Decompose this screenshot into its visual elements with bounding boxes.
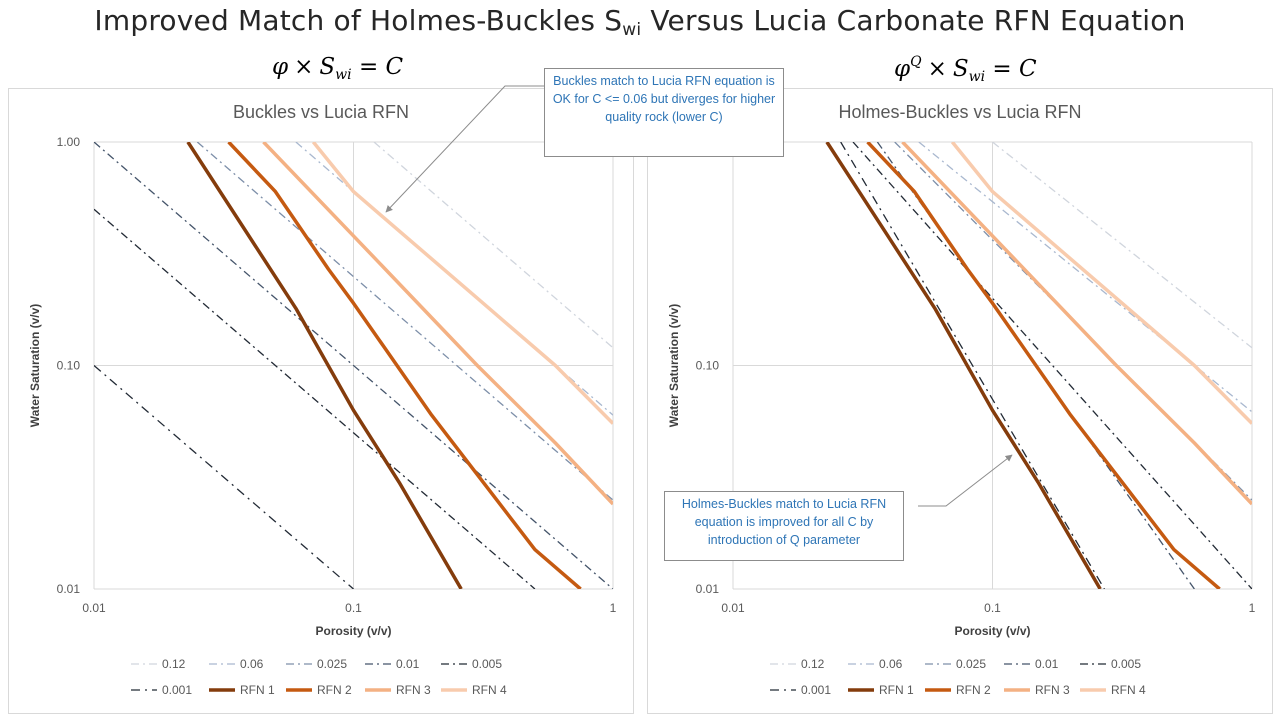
x-axis-label: Porosity (v/v) bbox=[954, 624, 1030, 638]
eq-phi: φ bbox=[894, 56, 911, 82]
series-line-0-005 bbox=[94, 208, 536, 589]
series-line-rfn-3 bbox=[901, 142, 1252, 506]
callout-left-arrow bbox=[385, 85, 544, 213]
title-main: Improved Match of Holmes-Buckles S bbox=[94, 4, 623, 37]
series-line-rfn-4 bbox=[311, 142, 613, 425]
series-line-rfn-3 bbox=[262, 142, 613, 506]
series-line-0-01 bbox=[94, 142, 613, 589]
legend-label: 0.06 bbox=[879, 657, 903, 671]
legend-label: 0.01 bbox=[396, 657, 420, 671]
callout-right-arrow bbox=[918, 454, 1013, 507]
legend-label: 0.01 bbox=[1035, 657, 1059, 671]
legend-label: RFN 3 bbox=[396, 683, 431, 697]
legend-label: 0.005 bbox=[1111, 657, 1141, 671]
eq-s: S bbox=[319, 54, 336, 80]
series-line-0-12 bbox=[992, 142, 1252, 349]
series-line-rfn-2 bbox=[866, 142, 1221, 589]
title-subscript: wi bbox=[622, 20, 642, 40]
eq-sub: wi bbox=[335, 67, 352, 83]
x-tick-label: 0.1 bbox=[345, 601, 362, 615]
legend-label: RFN 1 bbox=[879, 683, 914, 697]
title-rest: Versus Lucia Carbonate RFN Equation bbox=[641, 4, 1186, 37]
chart-title: Holmes-Buckles vs Lucia RFN bbox=[838, 102, 1081, 122]
equation-right: φQ × Swi = C bbox=[894, 54, 1037, 85]
legend-label: 0.12 bbox=[801, 657, 825, 671]
legend-label: 0.06 bbox=[240, 657, 264, 671]
legend-label: RFN 4 bbox=[1111, 683, 1146, 697]
x-tick-label: 1 bbox=[610, 601, 617, 615]
chart-panel-right: Holmes-Buckles vs Lucia RFN 0.01 0.1 1 0.01 0… bbox=[647, 88, 1273, 714]
series-line-0-005 bbox=[852, 142, 1252, 589]
y-tick-label: 0.10 bbox=[57, 359, 81, 373]
y-tick-label: 0.01 bbox=[696, 582, 720, 596]
series-line-0-001 bbox=[94, 365, 354, 589]
eq-equals: = C bbox=[358, 54, 404, 80]
eq-s: S bbox=[952, 56, 969, 82]
eq-sub: wi bbox=[968, 69, 986, 85]
eq-equals: = C bbox=[992, 56, 1037, 82]
series-line-rfn-2 bbox=[227, 142, 582, 589]
callout-left: Buckles match to Lucia RFN equation is O… bbox=[544, 68, 784, 157]
eq-phi: φ bbox=[272, 54, 289, 80]
x-tick-label: 0.01 bbox=[721, 601, 745, 615]
x-tick-label: 1 bbox=[1249, 601, 1256, 615]
eq-times: × bbox=[294, 54, 314, 80]
page-title: Improved Match of Holmes-Buckles Swi Ver… bbox=[0, 4, 1280, 40]
series-line-rfn-1 bbox=[186, 142, 463, 589]
callout-right: Holmes-Buckles match to Lucia RFN equati… bbox=[664, 491, 904, 561]
y-tick-label: 1.00 bbox=[57, 135, 81, 149]
legend-label: 0.001 bbox=[162, 683, 192, 697]
legend-label: 0.025 bbox=[317, 657, 347, 671]
x-tick-label: 0.01 bbox=[82, 601, 106, 615]
legend-label: 0.001 bbox=[801, 683, 831, 697]
legend-label: RFN 1 bbox=[240, 683, 275, 697]
legend-label: RFN 2 bbox=[956, 683, 991, 697]
legend-label: 0.005 bbox=[472, 657, 502, 671]
y-tick-label: 0.10 bbox=[696, 359, 720, 373]
chart-panel-left: Buckles vs Lucia RFN 0.01 0.1 1 0.01 0.10 1.00… bbox=[8, 88, 634, 714]
series-line-0-001 bbox=[840, 142, 1105, 589]
chart-title: Buckles vs Lucia RFN bbox=[233, 102, 409, 122]
legend-label: RFN 3 bbox=[1035, 683, 1070, 697]
legend-label: RFN 4 bbox=[472, 683, 507, 697]
series-line-0-12 bbox=[373, 142, 613, 349]
x-tick-label: 0.1 bbox=[984, 601, 1001, 615]
series-line-0-025 bbox=[196, 142, 613, 501]
equation-left: φ × Swi = C bbox=[272, 54, 403, 83]
eq-times: × bbox=[927, 56, 947, 82]
series-line-rfn-4 bbox=[950, 142, 1252, 425]
chart-left-svg: Buckles vs Lucia RFN 0.01 0.1 1 0.01 0.10 1.00… bbox=[28, 102, 617, 697]
y-axis-label: Water Saturation (v/v) bbox=[667, 304, 681, 428]
legend-label: RFN 2 bbox=[317, 683, 352, 697]
x-axis-label: Porosity (v/v) bbox=[315, 624, 391, 638]
legend-label: 0.025 bbox=[956, 657, 986, 671]
series-line-rfn-1 bbox=[825, 142, 1102, 589]
eq-sup: Q bbox=[910, 54, 922, 70]
y-axis-label: Water Saturation (v/v) bbox=[28, 304, 42, 428]
y-tick-label: 0.01 bbox=[57, 582, 81, 596]
legend-label: 0.12 bbox=[162, 657, 186, 671]
